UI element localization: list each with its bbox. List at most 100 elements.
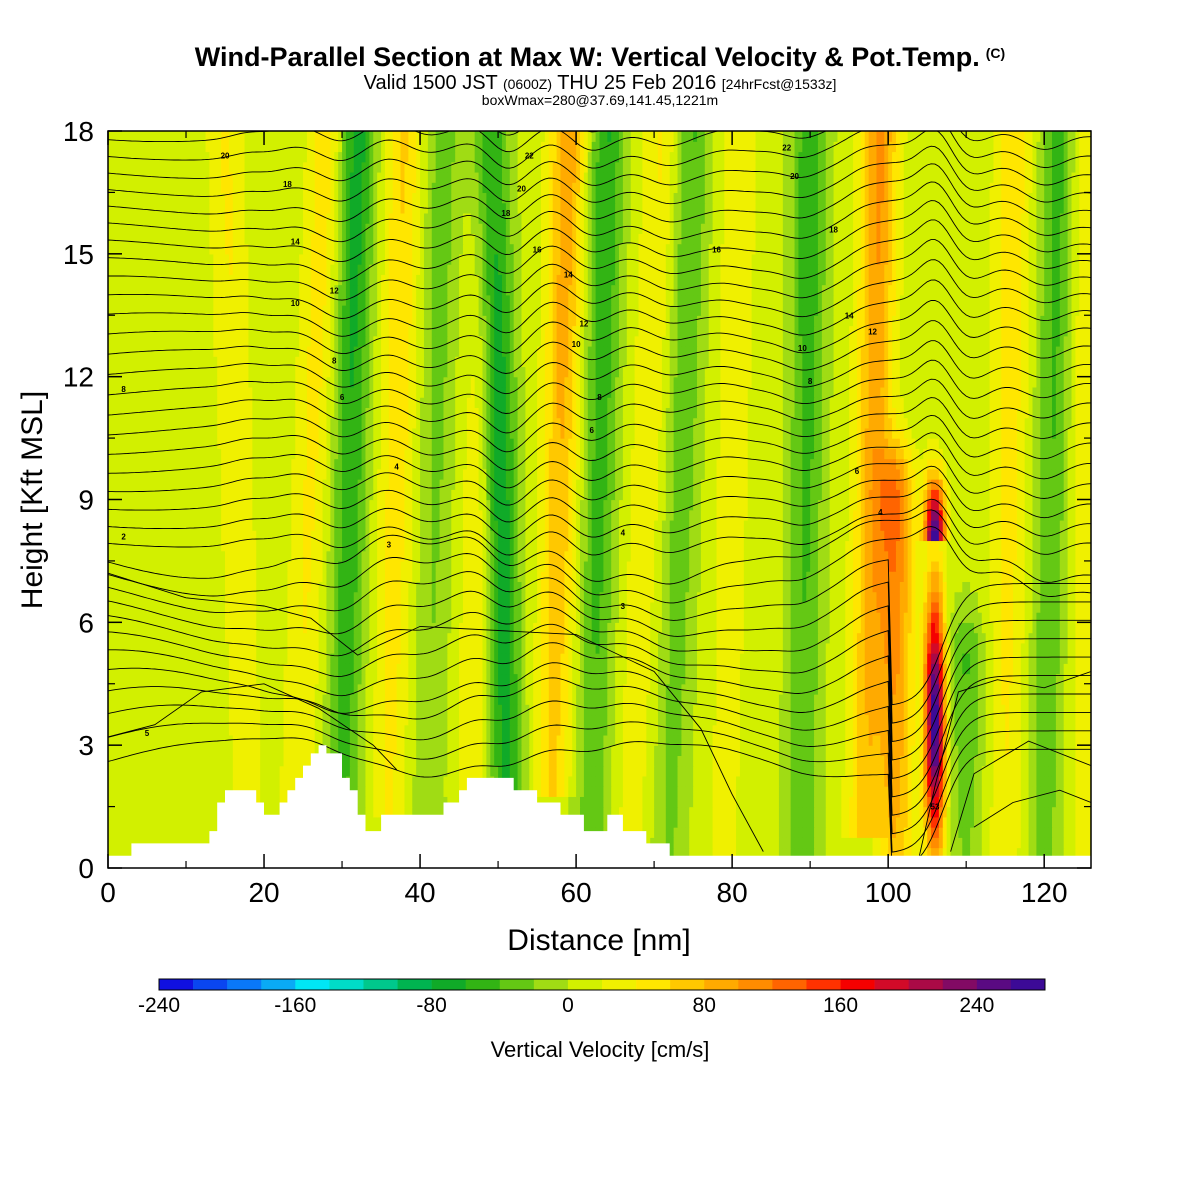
colorbar-tick-label: 160 — [823, 994, 858, 1017]
isentrope-label: 4 — [621, 528, 626, 537]
isentrope-line — [108, 239, 1091, 301]
isentrope-line — [108, 340, 1091, 395]
x-tick-label: 0 — [100, 877, 116, 908]
isentrope-line — [108, 181, 1091, 243]
isentrope-line — [950, 740, 1091, 852]
isentrope-label: 3 — [621, 602, 626, 611]
isentrope-label: 16 — [533, 246, 542, 255]
isentrope-label: 3 — [387, 541, 392, 550]
isentrope-label: 12 — [330, 287, 339, 296]
isentrope-label: 18 — [501, 209, 510, 218]
isentrope-label: 12 — [579, 319, 588, 328]
isentrope-label: 20 — [221, 152, 230, 161]
colorbar-swatch — [738, 979, 773, 990]
colorbar-swatch — [942, 979, 978, 990]
isentrope-line — [108, 465, 1091, 523]
isentrope-line — [108, 642, 1091, 779]
colorbar-swatch — [670, 979, 705, 990]
colorbar-swatch — [363, 979, 398, 990]
isentrope-label: 10 — [572, 340, 581, 349]
colorbar-swatch — [499, 979, 535, 990]
isentrope-line — [108, 46, 1091, 101]
y-tick-label: 9 — [78, 485, 94, 516]
colorbar: -240 -160 -80 0 80 160 240 — [138, 978, 1046, 1017]
forecast-info: [24hrFcst@1533z] — [721, 76, 837, 92]
isentrope-line — [108, 482, 1091, 539]
chart-subtitle: Valid 1500 JST (0600Z) THU 25 Feb 2016 [… — [0, 72, 1200, 95]
colorbar-swatch — [1010, 979, 1046, 990]
vertical-velocity-field — [108, 131, 1091, 868]
isentrope-line — [108, 145, 1091, 205]
isentrope-line — [108, 219, 1091, 282]
isentrope-line — [108, 63, 1091, 118]
valid-time: Valid 1500 JST — [363, 72, 498, 94]
colorbar-swatch — [772, 979, 807, 990]
colorbar-swatch — [908, 979, 944, 990]
isentrope-line — [108, 677, 1091, 816]
colorbar-swatch — [431, 979, 466, 990]
potential-temperature-contours — [108, 46, 1091, 868]
isentrope-label: 18 — [829, 225, 838, 234]
colorbar-swatch — [261, 979, 296, 990]
isentrope-line — [108, 623, 1091, 761]
isentrope-label: 22 — [782, 143, 791, 152]
x-tick-label: 20 — [248, 877, 279, 908]
title-main: Wind-Parallel Section at Max W: Vertical… — [194, 42, 980, 72]
isentrope-line — [108, 378, 1091, 434]
isentrope-line — [108, 721, 1091, 853]
colorbar-tick-label: -160 — [274, 994, 316, 1017]
colorbar-tick-label: -240 — [138, 994, 180, 1017]
isentrope-label: 14 — [291, 238, 300, 247]
isentrope-line — [108, 605, 1091, 743]
isentrope-line — [108, 299, 1091, 355]
colorbar-swatch — [329, 979, 364, 990]
x-tick-label: 120 — [1021, 877, 1068, 908]
colorbar-swatch — [806, 979, 841, 990]
colorbar-tick-label: 0 — [562, 994, 574, 1017]
colorbar-swatch — [295, 979, 330, 990]
terrain-shape — [108, 745, 1091, 868]
colorbar-tick-label: 80 — [693, 994, 716, 1017]
isentrope-label: 14 — [564, 270, 573, 279]
y-tick-label: 0 — [78, 853, 94, 884]
x-axis: 0 20 40 60 80 100 120 — [100, 131, 1068, 908]
y-tick-label: 6 — [78, 607, 94, 638]
colorbar-swatch — [465, 979, 501, 990]
isentrope-label: 14 — [845, 311, 854, 320]
isentrope-label: 16 — [712, 246, 721, 255]
copyright-mark: (C) — [985, 45, 1006, 61]
isentrope-label: 18 — [283, 180, 292, 189]
isentrope-line — [108, 509, 1091, 585]
colorbar-swatch — [840, 979, 875, 990]
isentrope-label: 8 — [332, 356, 337, 365]
isentrope-line — [108, 526, 1091, 604]
colorbar-swatch — [874, 979, 909, 990]
isentrope-line — [108, 163, 1091, 223]
isentrope-line — [108, 397, 1091, 453]
colorbar-label: Vertical Velocity [cm/s] — [491, 1037, 710, 1062]
isentrope-line — [108, 700, 1091, 835]
isentrope-label: 5 — [145, 729, 150, 738]
isentrope-label: 20 — [790, 172, 799, 181]
x-tick-label: 80 — [717, 877, 748, 908]
isentrope-label: 10 — [798, 344, 807, 353]
isentrope-line — [108, 683, 398, 771]
isentrope-line — [108, 572, 764, 852]
x-tick-label: 40 — [404, 877, 435, 908]
colorbar-tick-label: -80 — [416, 994, 446, 1017]
isentrope-label: 4 — [394, 463, 399, 472]
isentrope-line — [108, 279, 1091, 337]
isentrope-line — [108, 131, 1091, 153]
isentrope-line — [108, 131, 1091, 186]
colorbar-frame — [158, 978, 1046, 991]
isentrope-line — [108, 498, 1091, 556]
isentrope-label: 8 — [597, 393, 602, 402]
colorbar-swatch — [567, 979, 603, 990]
colorbar-swatch — [159, 979, 194, 990]
isentrope-label: 2 — [121, 532, 126, 541]
isentrope-line — [108, 200, 1091, 263]
contour-labels: 20 18 14 10 12 8 6 4 3 2 8 5 22 20 18 16 14 12 10 8 6 4 3 16 22 2… — [121, 143, 940, 811]
isentrope-line — [108, 320, 1091, 374]
isentrope-line — [973, 789, 1091, 828]
